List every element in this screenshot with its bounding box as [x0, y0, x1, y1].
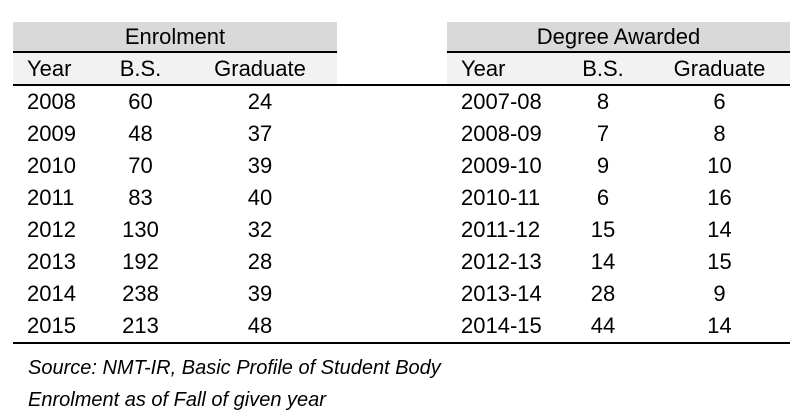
graduate-cell: 39 — [247, 281, 273, 306]
table-row: 2014 238 39 — [13, 278, 337, 310]
bs-cell: 15 — [590, 217, 616, 242]
degree-awarded-table-header: Year B.S. Graduate — [447, 53, 790, 84]
year-cell: 2007-08 — [461, 89, 542, 114]
table-row: 2015 213 48 — [13, 310, 337, 342]
column-header-bs: B.S. — [582, 55, 624, 81]
graduate-cell: 39 — [247, 153, 273, 178]
degree-awarded-table-title: Degree Awarded — [447, 22, 790, 53]
table-row: 2014-15 44 14 — [447, 310, 790, 342]
year-cell: 2014 — [27, 281, 76, 306]
year-cell: 2011-12 — [461, 217, 541, 242]
graduate-cell: 28 — [247, 249, 273, 274]
table-row: 2013 192 28 — [13, 246, 337, 278]
graduate-cell: 15 — [707, 249, 732, 274]
table-row: 2012 130 32 — [13, 214, 337, 246]
column-header-graduate: Graduate — [673, 55, 766, 81]
graduate-cell: 14 — [707, 217, 732, 242]
table-row: 2008 60 24 — [13, 86, 337, 118]
bs-cell: 28 — [590, 281, 616, 306]
source-footnote: Source: NMT-IR, Basic Profile of Student… — [28, 357, 441, 379]
bs-cell: 130 — [122, 217, 159, 242]
header-bottom-rule — [13, 84, 790, 86]
graduate-cell: 16 — [707, 185, 732, 210]
column-header-graduate: Graduate — [214, 55, 306, 81]
degree-awarded-table-body: 2007-08 8 6 2008-09 7 8 2009-10 9 10 2010-11 6 16 20… — [447, 84, 790, 342]
table-row: 2013-14 28 9 — [447, 278, 790, 310]
enrolment-table-title: Enrolment — [13, 22, 337, 53]
year-cell: 2011 — [27, 185, 75, 210]
enrolment-table-header: Year B.S. Graduate — [13, 53, 337, 84]
column-header-bs: B.S. — [119, 55, 162, 81]
graduate-cell: 24 — [247, 89, 273, 114]
bs-cell: 9 — [596, 153, 610, 178]
table-row: 2012-13 14 15 — [447, 246, 790, 278]
year-cell: 2014-15 — [461, 313, 542, 338]
bs-cell: 6 — [596, 185, 610, 210]
graduate-cell: 14 — [707, 313, 732, 338]
degree-awarded-table: Degree Awarded Year B.S. Graduate 2007-0… — [447, 22, 790, 342]
graduate-cell: 6 — [713, 89, 726, 114]
graduate-cell: 40 — [247, 185, 273, 210]
year-cell: 2008 — [27, 89, 76, 114]
bs-cell: 7 — [596, 121, 610, 146]
year-cell: 2013-14 — [461, 281, 542, 306]
graduate-cell: 32 — [247, 217, 273, 242]
graduate-cell: 48 — [247, 313, 273, 338]
table-bottom-rule — [13, 342, 790, 344]
graduate-cell: 9 — [713, 281, 726, 306]
year-cell: 2012-13 — [461, 249, 542, 274]
year-cell: 2010-11 — [461, 185, 541, 210]
bs-cell: 213 — [122, 313, 159, 338]
year-cell: 2013 — [27, 249, 76, 274]
bs-cell: 14 — [590, 249, 616, 274]
enrolment-note-footnote: Enrolment as of Fall of given year — [28, 389, 326, 411]
graduate-cell: 37 — [247, 121, 273, 146]
bs-cell: 60 — [128, 89, 153, 114]
year-cell: 2009 — [27, 121, 76, 146]
table-row: 2011-12 15 14 — [447, 214, 790, 246]
table-row: 2008-09 7 8 — [447, 118, 790, 150]
enrolment-table-body: 2008 60 24 2009 48 37 2010 70 39 2011 83 40 2012 130 3… — [13, 84, 337, 342]
bs-cell: 70 — [128, 153, 153, 178]
graduate-cell: 8 — [713, 121, 726, 146]
bs-cell: 8 — [596, 89, 610, 114]
table-row: 2007-08 8 6 — [447, 86, 790, 118]
table-row: 2009-10 9 10 — [447, 150, 790, 182]
column-header-year: Year — [461, 55, 506, 81]
bs-cell: 238 — [122, 281, 159, 306]
table-row: 2011 83 40 — [13, 182, 337, 214]
bs-cell: 83 — [128, 185, 153, 210]
column-header-year: Year — [27, 55, 72, 81]
year-cell: 2015 — [27, 313, 76, 338]
table-row: 2009 48 37 — [13, 118, 337, 150]
year-cell: 2012 — [27, 217, 76, 242]
year-cell: 2010 — [27, 153, 76, 178]
bs-cell: 192 — [122, 249, 159, 274]
enrolment-table: Enrolment Year B.S. Graduate 2008 60 24 200… — [13, 22, 337, 342]
table-row: 2010-11 6 16 — [447, 182, 790, 214]
graduate-cell: 10 — [707, 153, 732, 178]
year-cell: 2009-10 — [461, 153, 542, 178]
bs-cell: 44 — [590, 313, 616, 338]
year-cell: 2008-09 — [461, 121, 542, 146]
bs-cell: 48 — [128, 121, 153, 146]
table-row: 2010 70 39 — [13, 150, 337, 182]
